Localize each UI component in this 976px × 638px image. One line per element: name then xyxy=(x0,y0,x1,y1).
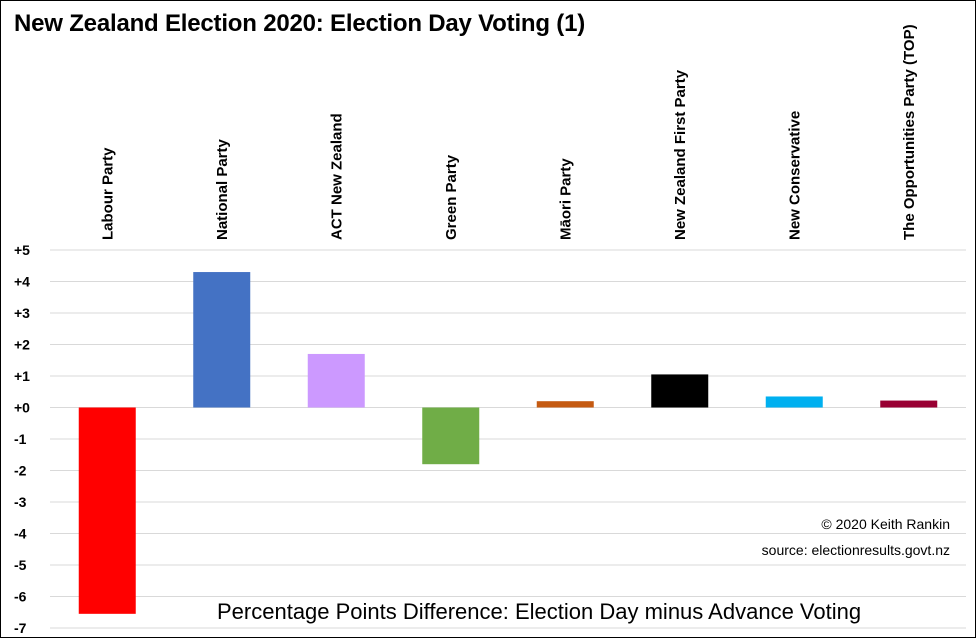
y-tick-label: -1 xyxy=(14,431,27,447)
source-text: source: electionresults.govt.nz xyxy=(761,542,950,558)
y-tick-label: +2 xyxy=(14,337,30,353)
y-tick-label: -3 xyxy=(14,494,27,510)
bar xyxy=(78,407,136,614)
x-axis-label: Percentage Points Difference: Election D… xyxy=(217,599,862,624)
gridlines xyxy=(50,249,966,629)
y-tick-label: +0 xyxy=(14,400,30,416)
bar xyxy=(422,407,480,465)
category-label: Labour Party xyxy=(99,147,116,240)
y-tick-label: +4 xyxy=(14,274,30,290)
y-axis-ticks: +5 +4 +3 +2 +1 +0 -1 -2 -3 -4 -5 -6 -7 xyxy=(14,242,30,636)
category-label: Māori Party xyxy=(557,158,574,240)
y-tick-label: -7 xyxy=(14,620,27,636)
category-label: Green Party xyxy=(443,154,460,240)
category-label: New Conservative xyxy=(786,111,803,240)
y-tick-label: +3 xyxy=(14,305,30,321)
y-tick-label: -6 xyxy=(14,589,27,605)
y-tick-label: -2 xyxy=(14,463,27,479)
bars xyxy=(78,272,938,614)
y-tick-label: -4 xyxy=(14,526,27,542)
category-label: The Opportunities Party (TOP) xyxy=(901,24,918,240)
credit-text: © 2020 Keith Rankin xyxy=(821,516,950,532)
bar xyxy=(193,272,251,408)
y-tick-label: -5 xyxy=(14,557,27,573)
bar xyxy=(651,374,709,408)
chart-title: New Zealand Election 2020: Election Day … xyxy=(14,10,586,37)
bar xyxy=(765,396,823,408)
bar xyxy=(536,401,594,408)
bar xyxy=(307,353,365,408)
category-label: National Party xyxy=(214,138,231,240)
category-label: ACT New Zealand xyxy=(328,113,345,240)
category-labels: Labour Party National Party ACT New Zealan… xyxy=(99,24,918,240)
y-tick-label: +1 xyxy=(14,368,30,384)
y-tick-label: +5 xyxy=(14,242,30,258)
category-label: New Zealand First Party xyxy=(672,69,689,240)
bar xyxy=(880,400,938,408)
